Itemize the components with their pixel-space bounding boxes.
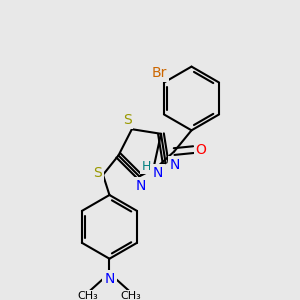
Text: Br: Br: [152, 66, 167, 80]
Text: S: S: [93, 166, 102, 180]
Text: S: S: [123, 112, 131, 127]
Text: O: O: [196, 142, 207, 157]
Text: N: N: [136, 179, 146, 193]
Text: N: N: [104, 272, 115, 286]
Text: CH₃: CH₃: [78, 291, 99, 300]
Text: CH₃: CH₃: [120, 291, 141, 300]
Text: H: H: [142, 160, 151, 172]
Text: N: N: [152, 166, 163, 180]
Text: N: N: [170, 158, 180, 172]
